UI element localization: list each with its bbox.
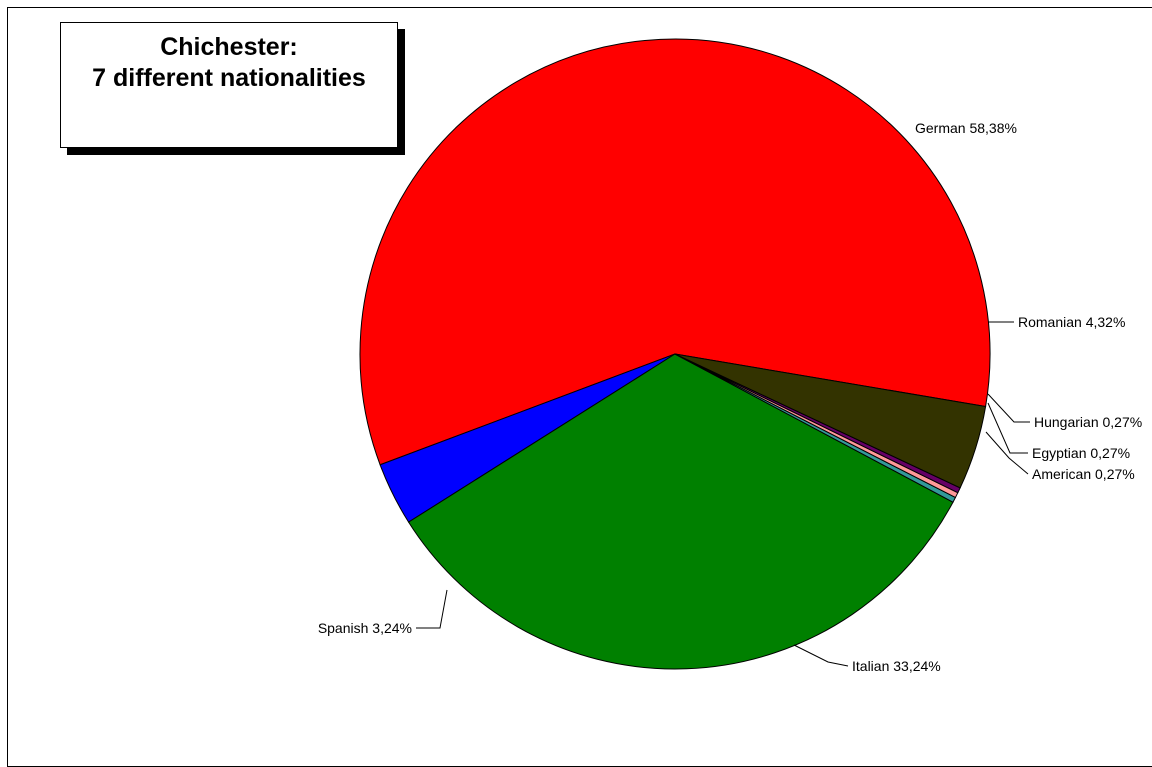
pie-slice-italian — [407, 353, 954, 670]
pie-slice-german — [359, 38, 991, 466]
chart-title-line-1: Chichester: — [160, 33, 298, 61]
leader-line-egyptian — [987, 402, 1028, 454]
data-label-german: German 58,38% — [915, 120, 1017, 136]
leader-line-spanish — [416, 589, 448, 629]
pie-slice-romanian — [674, 353, 987, 489]
leader-line-american — [985, 431, 1029, 475]
chart-title-box: Chichester: 7 different nationalities — [60, 22, 398, 148]
data-label-romanian: Romanian 4,32% — [1018, 314, 1125, 330]
leader-line-italian — [793, 644, 849, 667]
chart-title-line-2: 7 different nationalities — [92, 64, 366, 92]
data-label-italian: Italian 33,24% — [852, 658, 941, 674]
leader-line-hungarian — [987, 393, 1030, 423]
data-label-egyptian: Egyptian 0,27% — [1032, 445, 1130, 461]
data-label-american: American 0,27% — [1032, 466, 1135, 482]
data-label-spanish: Spanish 3,24% — [318, 620, 412, 636]
data-label-hungarian: Hungarian 0,27% — [1034, 414, 1142, 430]
